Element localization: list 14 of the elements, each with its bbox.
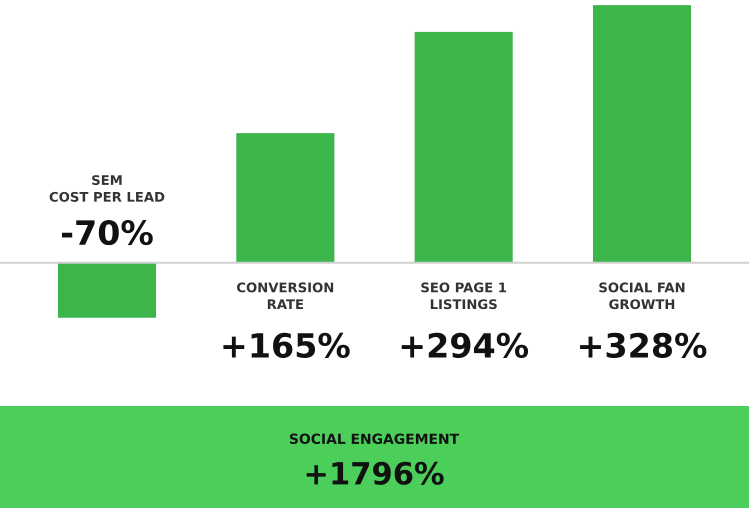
- bar: [414, 32, 513, 263]
- bar: [236, 133, 334, 263]
- x-tick-label: CONVERSION RATE: [236, 282, 334, 309]
- x-tick-label: SEO PAGE 1 LISTINGS: [421, 282, 506, 310]
- bar: [592, 5, 692, 263]
- data-label: +294%: [402, 332, 528, 358]
- data-label: +328%: [580, 332, 706, 358]
- text: SOCIAL ENGAGEMENT: [290, 434, 460, 444]
- x-tick-label: SOCIAL FAN GROWTH: [599, 282, 684, 310]
- x-tick-label: SEM COST PER LEAD: [50, 175, 164, 202]
- bar: [58, 262, 156, 318]
- text: +1796%: [306, 462, 444, 485]
- data-label: -70%: [62, 220, 153, 246]
- data-label: +165%: [223, 332, 350, 358]
